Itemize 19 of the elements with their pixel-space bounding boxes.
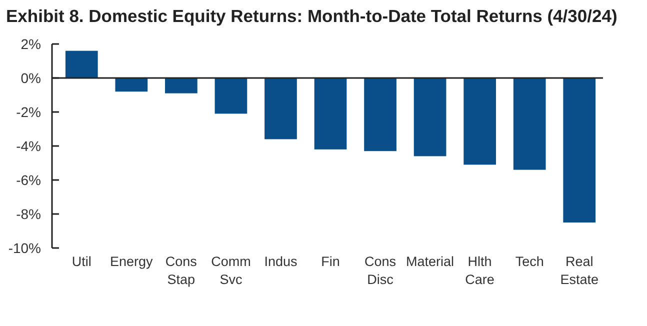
y-tick-label: -8% [16,206,41,222]
x-tick-label: Energy [110,254,154,269]
y-tick-label: 2% [20,36,41,52]
x-tick-label: Fin [321,254,340,269]
chart-title: Exhibit 8. Domestic Equity Returns: Month-to-Date Total Returns (4/30/24) [6,6,618,26]
y-tick-label: 0% [20,70,41,86]
x-tick-label: Material [406,254,454,269]
x-tick-label: Util [72,254,92,269]
x-tick-label: Comm Svc [211,254,251,287]
y-tick-label: -10% [8,240,41,256]
x-tick-label: Tech [515,254,544,269]
x-tick-label: Hlth Care [465,254,494,287]
x-tick-label: Real Estate [560,254,598,287]
y-tick-label: -2% [16,104,41,120]
x-tick-label: Cons Disc [364,254,396,287]
y-tick-label: -6% [16,172,41,188]
y-tick-label: -4% [16,138,41,154]
x-tick-label: Indus [264,254,298,269]
x-tick-label: Cons Stap [165,254,198,287]
